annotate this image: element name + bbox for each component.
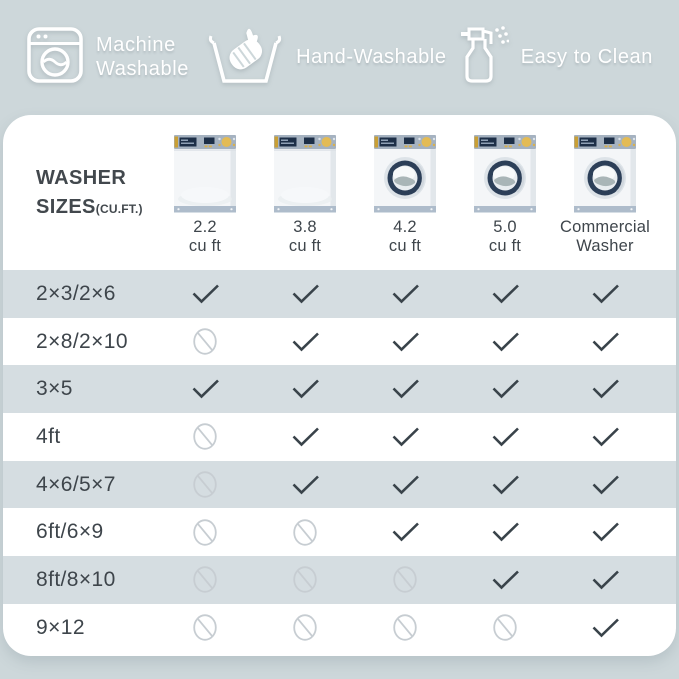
feature-label: Hand-Washable	[296, 45, 447, 68]
table-row: 2×8/2×10	[3, 318, 676, 366]
cell-check-icon	[555, 331, 655, 353]
spray-bottle-icon	[457, 24, 510, 91]
cell-check-icon	[555, 521, 655, 543]
cell-no-icon	[155, 422, 255, 451]
cell-check-icon	[255, 474, 355, 496]
table-title: WASHER SIZES(CU.FT.)	[36, 166, 143, 218]
rug-size-label: 2×3/2×6	[36, 281, 116, 305]
hand-wash-icon	[206, 23, 284, 92]
cell-check-icon	[555, 426, 655, 448]
cell-no-icon	[455, 613, 555, 642]
rug-size-label: 6ft/6×9	[36, 520, 104, 544]
cell-check-icon	[555, 569, 655, 591]
cell-check-icon	[255, 331, 355, 353]
washer-size-label: 2.2 cu ft	[188, 218, 222, 256]
cell-check-icon	[355, 474, 455, 496]
table-row: 8ft/8×10	[3, 556, 676, 604]
table-row: 4×6/5×7	[3, 460, 676, 509]
cell-no-icon	[155, 613, 255, 642]
cell-check-icon	[555, 617, 655, 639]
cell-check-icon	[355, 331, 455, 353]
cell-check-icon	[255, 426, 355, 448]
rug-size-label: 3×5	[36, 377, 73, 401]
washer-front-load-icon	[473, 133, 537, 213]
cell-check-icon	[355, 378, 455, 400]
cell-no-icon	[255, 613, 355, 642]
cell-check-icon	[455, 378, 555, 400]
rug-size-label: 8ft/8×10	[36, 567, 116, 591]
table-header: WASHER SIZES(CU.FT.) 2.2 cu ft	[3, 115, 676, 270]
table-row: 4ft	[3, 413, 676, 461]
features-banner: Machine Washable Hand-Washable	[0, 0, 679, 115]
table-title-unit: (CU.FT.)	[95, 201, 143, 216]
washer-column-header: 5.0 cu ft	[455, 115, 555, 270]
washer-column-header: Commercial Washer	[555, 115, 655, 270]
washer-column-header: 3.8 cu ft	[255, 115, 355, 270]
washer-size-label: 5.0 cu ft	[488, 218, 522, 256]
cell-check-icon	[455, 331, 555, 353]
rug-size-label: 4×6/5×7	[36, 472, 116, 496]
washer-front-load-icon	[573, 133, 637, 213]
cell-no-icon	[155, 327, 255, 356]
washer-column-header: 2.2 cu ft	[155, 115, 255, 270]
cell-no-icon	[255, 518, 355, 547]
cell-check-icon	[155, 378, 255, 400]
feature-machine-washable: Machine Washable	[26, 26, 196, 89]
table-row: 9×12	[3, 604, 676, 652]
feature-easy-to-clean: Easy to Clean	[457, 24, 653, 91]
washer-top-load-icon	[273, 133, 337, 213]
table-row: 3×5	[3, 365, 676, 414]
table-row: 6ft/6×9	[3, 508, 676, 556]
washer-front-load-icon	[373, 133, 437, 213]
cell-no-icon	[155, 565, 255, 594]
washer-column-header: 4.2 cu ft	[355, 115, 455, 270]
washer-top-load-icon	[173, 133, 237, 213]
cell-check-icon	[255, 378, 355, 400]
cell-no-icon	[155, 470, 255, 499]
feature-label: Machine Washable	[96, 33, 189, 80]
washer-size-label: 3.8 cu ft	[288, 218, 322, 256]
table-body: 2×3/2×6 2×8/2×10 3×5 4ft 4×6/5×7 6ft/6×9…	[3, 270, 676, 652]
washing-machine-icon	[26, 26, 84, 89]
cell-check-icon	[555, 474, 655, 496]
feature-label: Easy to Clean	[520, 45, 653, 68]
cell-no-icon	[355, 613, 455, 642]
cell-check-icon	[455, 474, 555, 496]
cell-no-icon	[255, 565, 355, 594]
washer-size-label: 4.2 cu ft	[388, 218, 422, 256]
feature-hand-washable: Hand-Washable	[206, 23, 446, 92]
cell-check-icon	[455, 426, 555, 448]
table-row: 2×3/2×6	[3, 270, 676, 318]
cell-check-icon	[155, 283, 255, 305]
rug-size-label: 9×12	[36, 615, 85, 639]
cell-check-icon	[255, 283, 355, 305]
cell-check-icon	[355, 426, 455, 448]
washer-size-label: Commercial Washer	[559, 218, 650, 256]
cell-check-icon	[455, 569, 555, 591]
cell-check-icon	[455, 283, 555, 305]
cell-check-icon	[355, 521, 455, 543]
cell-check-icon	[555, 283, 655, 305]
cell-check-icon	[555, 378, 655, 400]
cell-check-icon	[455, 521, 555, 543]
compatibility-card: WASHER SIZES(CU.FT.) 2.2 cu ft	[3, 115, 676, 656]
cell-no-icon	[155, 518, 255, 547]
rug-size-label: 2×8/2×10	[36, 329, 128, 353]
cell-check-icon	[355, 283, 455, 305]
cell-no-icon	[355, 565, 455, 594]
rug-size-label: 4ft	[36, 424, 61, 448]
